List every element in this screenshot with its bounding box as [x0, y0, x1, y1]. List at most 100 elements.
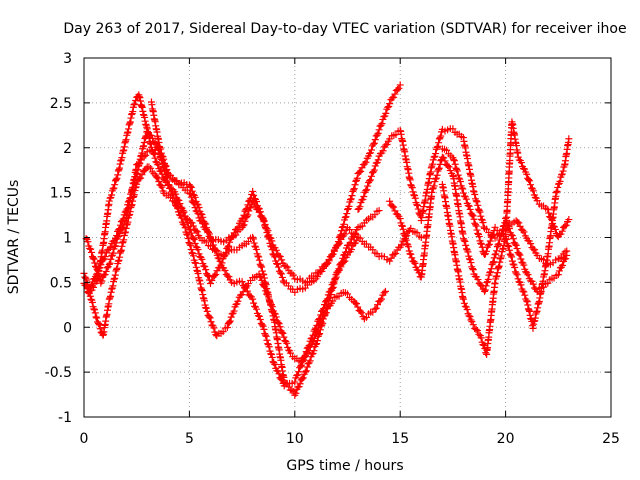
data-point-run [396, 215, 414, 258]
data-point-run [470, 188, 488, 231]
data-point-run [99, 300, 113, 339]
data-point-run [259, 322, 277, 366]
data-point-run [160, 189, 177, 205]
y-axis-label: SDTVAR / TECUs [6, 180, 22, 295]
data-point-run [217, 233, 233, 246]
data-point-run [270, 251, 287, 285]
data-point-run [84, 273, 100, 296]
data-point-run [449, 172, 467, 238]
data-point-run [508, 118, 522, 157]
x-tick-label: 15 [391, 431, 409, 447]
data-point [563, 251, 571, 259]
data-point-run [365, 129, 382, 160]
marks-layer [80, 81, 573, 399]
data-point-run [476, 332, 490, 357]
data-point-run [512, 269, 530, 303]
data-point-run [259, 270, 277, 320]
data-point-run [438, 145, 455, 160]
data-point-run [350, 297, 367, 321]
data-point-run [291, 284, 307, 296]
data-point-run [365, 156, 382, 187]
data-point-run [259, 216, 277, 249]
x-tick-label: 5 [185, 431, 194, 447]
y-tick-label: 3 [63, 51, 72, 67]
data-point-run [459, 235, 477, 274]
data-point-run [301, 272, 318, 287]
series-7 [386, 153, 571, 296]
data-point-run [523, 170, 540, 202]
data-point [565, 216, 573, 224]
x-tick-label: 20 [497, 431, 515, 447]
data-point-run [365, 243, 381, 258]
data-point-run [217, 247, 233, 259]
data-point-run [481, 227, 498, 258]
data-point-run [270, 359, 287, 387]
data-point-run [417, 192, 436, 281]
data-point-run [544, 272, 560, 287]
data-point-run [291, 275, 307, 285]
data-point-run [449, 125, 465, 140]
data-point-run [301, 343, 319, 376]
data-point-run [354, 233, 370, 248]
data-point-run [114, 137, 130, 179]
data-point-run [105, 264, 121, 303]
data-point-run [133, 128, 151, 178]
data-point-run [459, 189, 477, 220]
data-point-run [238, 234, 255, 250]
data-point-run [135, 91, 149, 121]
data-point-run [468, 318, 483, 338]
data-point-run [280, 262, 297, 279]
data-point-run [354, 216, 370, 231]
data-point-run [459, 134, 477, 195]
data-point-run [196, 253, 214, 284]
data-point-run [533, 197, 550, 212]
data-point-run [105, 174, 121, 205]
data-point-run [481, 254, 498, 295]
series-4 [84, 125, 383, 390]
data-point [565, 135, 573, 143]
data-point-run [449, 154, 467, 193]
y-tick-label: -1 [58, 410, 72, 426]
x-tick-label: 0 [80, 431, 89, 447]
data-point [375, 207, 383, 215]
data-point-run [491, 236, 509, 287]
series-9 [438, 135, 573, 332]
data-point-run [147, 98, 163, 150]
data-point-run [82, 235, 96, 256]
data-point-run [312, 298, 329, 332]
data-point-run [344, 224, 360, 239]
data-point-run [291, 370, 308, 399]
data-point-run [185, 217, 203, 240]
data-point-run [164, 181, 182, 213]
data-point-run [512, 241, 530, 276]
data-point-run [483, 280, 499, 358]
data-point-run [143, 163, 158, 178]
data-point-run [459, 295, 475, 324]
data-point-run [365, 207, 381, 223]
data-point-run [249, 233, 266, 275]
data-point-run [185, 181, 203, 212]
data-point-run [438, 180, 452, 220]
data-point-run [217, 261, 234, 284]
data-point-run [185, 225, 203, 258]
series-5 [147, 98, 425, 287]
data-point-run [445, 216, 459, 257]
data-point-run [112, 208, 129, 243]
data-point-run [523, 269, 540, 293]
y-tick-label: 1.5 [50, 186, 72, 202]
data-point-run [202, 304, 220, 339]
data-point-run [344, 174, 361, 213]
data-point-run [181, 224, 199, 267]
data-point-run [514, 153, 530, 176]
data-point-run [291, 353, 308, 386]
data-point-run [228, 225, 244, 240]
data-point-run [552, 163, 568, 197]
data-point-run [97, 263, 112, 287]
data-point-run [375, 252, 391, 264]
data-point-run [386, 84, 403, 108]
data-point-run [491, 223, 507, 239]
data-point-run [407, 224, 423, 240]
y-tick-label: 2.5 [50, 96, 72, 112]
y-tick-label: -0.5 [45, 365, 72, 381]
